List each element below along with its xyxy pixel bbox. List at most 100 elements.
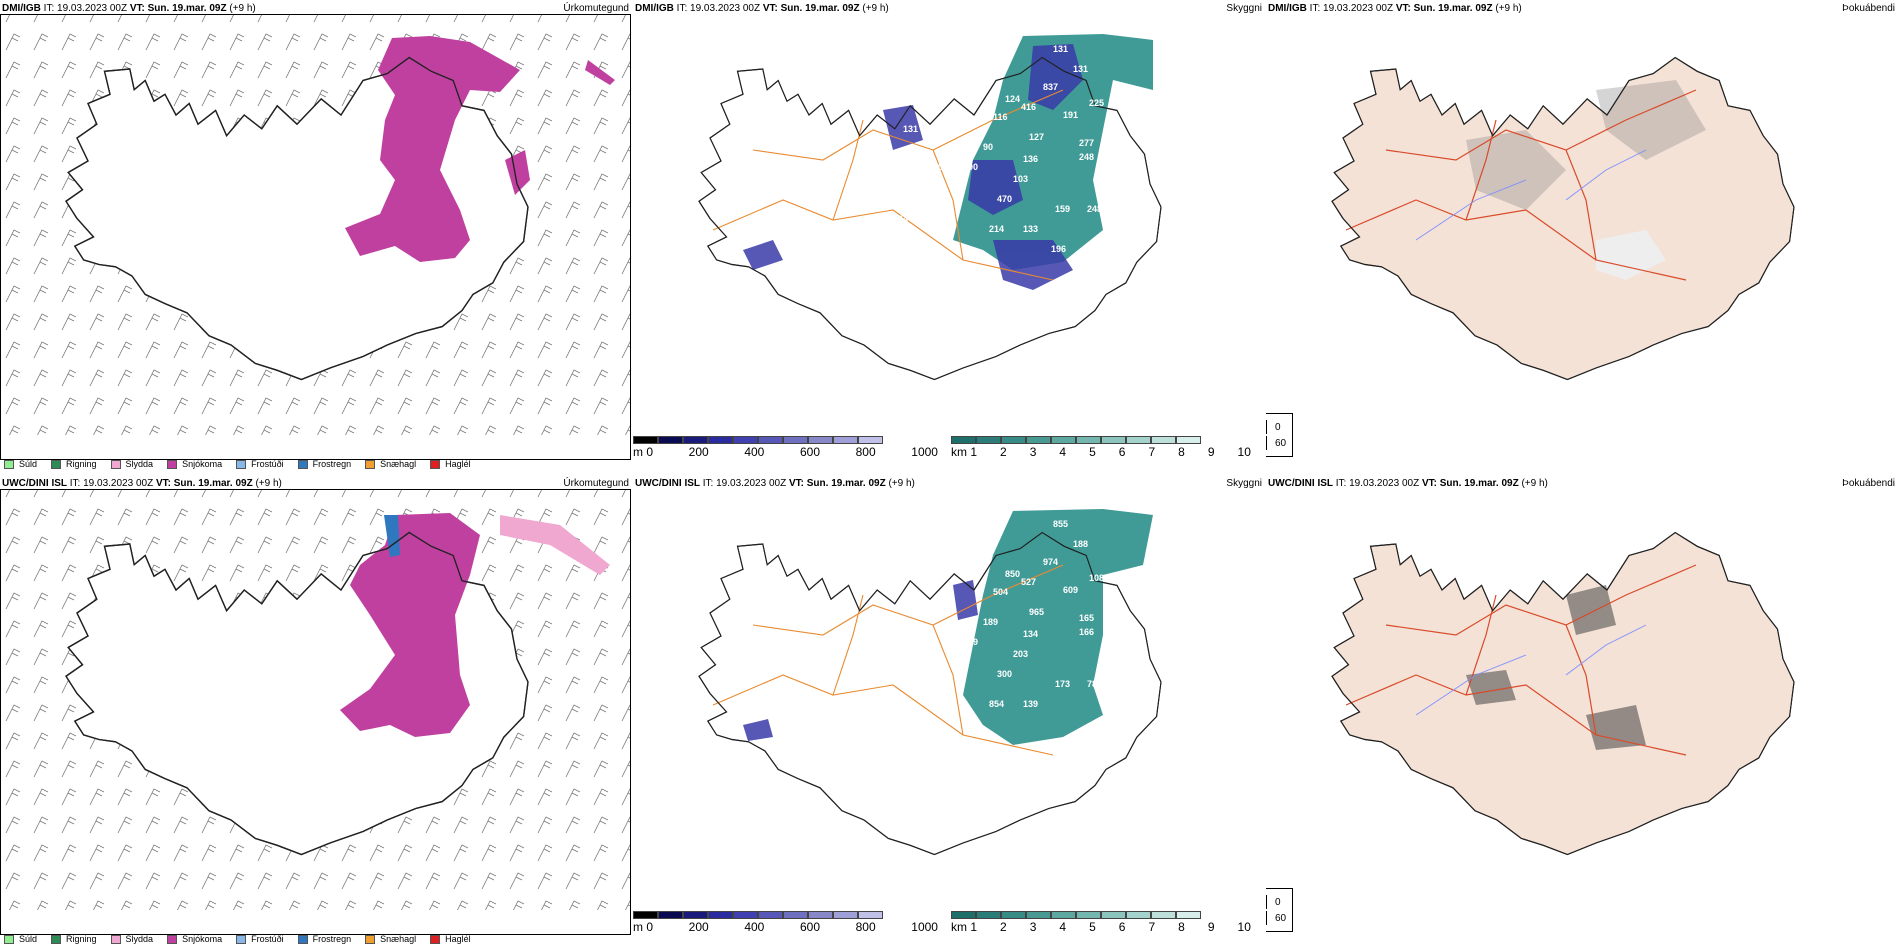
- colorbar-cell: [658, 911, 683, 919]
- colorbar-cell: [833, 436, 858, 444]
- road-network: [712, 89, 1064, 281]
- glacier-area: [1596, 230, 1666, 280]
- cloud-base-label: 196: [1051, 244, 1066, 254]
- road-network: [712, 564, 1064, 756]
- fog-road-network: [1345, 89, 1697, 281]
- low-cloud-area: [743, 44, 1083, 290]
- colorbar-cell: [1176, 911, 1201, 919]
- precip-panel-uwc: UWC/DINI ISL IT: 19.03.2023 00Z VT: Sun.…: [0, 475, 633, 950]
- vt-value: Sun. 19.mar. 09Z: [147, 3, 227, 14]
- cloud-base-label: 136: [1023, 154, 1038, 164]
- vt-label: VT:: [788, 478, 804, 489]
- colorbar-cell: [1076, 436, 1101, 444]
- cloud-base-label: 127: [1029, 132, 1044, 142]
- legend-item-rigning: Rigning: [51, 459, 97, 469]
- it-label: IT:: [1335, 478, 1347, 489]
- cloud-base-label: 416: [1021, 102, 1036, 112]
- colorbar-cell: [1176, 436, 1201, 444]
- cloud-panel-uwc: UWC/DINI ISL IT: 19.03.2023 00Z VT: Sun.…: [633, 475, 1266, 950]
- colorbar-cell: [808, 911, 833, 919]
- vt-label: VT:: [762, 3, 778, 14]
- panel-header: DMI/IGB IT: 19.03.2023 00Z VT: Sun. 19.m…: [1268, 3, 1522, 14]
- cloud-base-label: 527: [1021, 577, 1036, 587]
- colorbar-cell: [708, 911, 733, 919]
- colorbar-cell: [858, 436, 883, 444]
- vt-value: Sun. 19.mar. 09Z: [1413, 3, 1493, 14]
- colorbar-cell: [1026, 436, 1051, 444]
- legend-item-snjokoma: Snjókoma: [167, 934, 222, 944]
- legend-item-frostudi: Frostúði: [236, 459, 284, 469]
- model-name: DMI/IGB: [2, 3, 41, 14]
- colorbar-cell: [733, 911, 758, 919]
- cloud-base-label: 470: [997, 194, 1012, 204]
- cloud-base-label: 850: [1005, 569, 1020, 579]
- cloud-base-label: 103: [1013, 174, 1028, 184]
- cloud-base-label: 166: [1079, 627, 1094, 637]
- colorbar-cell: [976, 911, 1001, 919]
- colorbar-cell: [783, 436, 808, 444]
- cloud-base-label: 214: [989, 224, 1004, 234]
- legend-item-sudd: Súld: [4, 459, 37, 469]
- colorbar-cell: [1001, 436, 1026, 444]
- cloud-base-label: 200: [963, 162, 978, 172]
- cloud-base-label: 837: [1043, 82, 1058, 92]
- colorbar-cell: [1026, 911, 1051, 919]
- cloud-base-label: 159: [963, 637, 978, 647]
- low-cloud-area: [743, 580, 978, 741]
- lead-time: (+9 h): [1521, 478, 1548, 489]
- colorbar-cell: [683, 436, 708, 444]
- cloud-base-label: 854: [989, 699, 1004, 709]
- cloud-base-label: 131: [1053, 44, 1068, 54]
- legend-item-slydda: Slydda: [110, 934, 153, 944]
- panel-title: Úrkomutegund: [563, 3, 629, 14]
- frost-rain-area: [384, 515, 400, 557]
- it-value: 19.03.2023 00Z: [83, 478, 154, 489]
- fog-road-network: [1345, 564, 1697, 756]
- snow-area: [340, 513, 480, 737]
- vt-label: VT:: [129, 3, 145, 14]
- model-name: UWC/DINI ISL: [2, 478, 67, 489]
- cloud-base-label: 974: [1043, 557, 1058, 567]
- colorbar-cell: [1051, 911, 1076, 919]
- vt-value: Sun. 19.mar. 09Z: [173, 478, 253, 489]
- legend-item-haglel: Haglél: [430, 459, 471, 469]
- lead-time: (+9 h): [888, 478, 915, 489]
- it-value: 19.03.2023 00Z: [1323, 3, 1394, 14]
- cloud-base-label: 173: [1055, 679, 1070, 689]
- colorbar-cell: [1051, 436, 1076, 444]
- precip-map: [1, 490, 630, 910]
- cloud-panel-dmi: DMI/IGB IT: 19.03.2023 00Z VT: Sun. 19.m…: [633, 0, 1266, 475]
- map-frame: [0, 489, 631, 935]
- it-label: IT:: [69, 478, 81, 489]
- it-label: IT:: [43, 3, 55, 14]
- legend-item-sudd: Súld: [4, 934, 37, 944]
- precip-map: [1, 15, 630, 435]
- colorbar-cell: [1151, 911, 1176, 919]
- model-name: DMI/IGB: [1268, 3, 1307, 14]
- vt-value: Sun. 19.mar. 09Z: [806, 478, 886, 489]
- fog-map: [1331, 531, 1795, 856]
- cloud-base-label: 134: [1023, 629, 1038, 639]
- cloud-base-label: 780: [1087, 679, 1102, 689]
- cloud-base-label: 189: [983, 617, 998, 627]
- panel-header: DMI/IGB IT: 19.03.2023 00Z VT: Sun. 19.m…: [635, 3, 889, 14]
- panel-title: Úrkomutegund: [563, 478, 629, 489]
- snow-area: [345, 36, 615, 262]
- cloud-base-label: 225: [1089, 98, 1104, 108]
- colorbar-cell: [1076, 911, 1101, 919]
- precip-panel-dmi: DMI/IGB IT: 19.03.2023 00Z VT: Sun. 19.m…: [0, 0, 633, 475]
- colorbar-cell: [1126, 436, 1151, 444]
- fog-panel-dmi: DMI/IGB IT: 19.03.2023 00Z VT: Sun. 19.m…: [1266, 0, 1899, 475]
- colorbar-cell: [658, 436, 683, 444]
- colorbar-cell: [1151, 436, 1176, 444]
- sleet-area: [500, 515, 610, 575]
- panel-title: Skyggni: [1226, 478, 1262, 489]
- vt-value: Sun. 19.mar. 09Z: [1439, 478, 1519, 489]
- map-frame: [0, 14, 631, 460]
- cloud-base-label: 139: [1023, 699, 1038, 709]
- it-value: 19.03.2023 00Z: [1349, 478, 1420, 489]
- it-value: 19.03.2023 00Z: [57, 3, 128, 14]
- cloud-base-label: 116: [993, 112, 1008, 122]
- panel-header: UWC/DINI ISL IT: 19.03.2023 00Z VT: Sun.…: [635, 478, 915, 489]
